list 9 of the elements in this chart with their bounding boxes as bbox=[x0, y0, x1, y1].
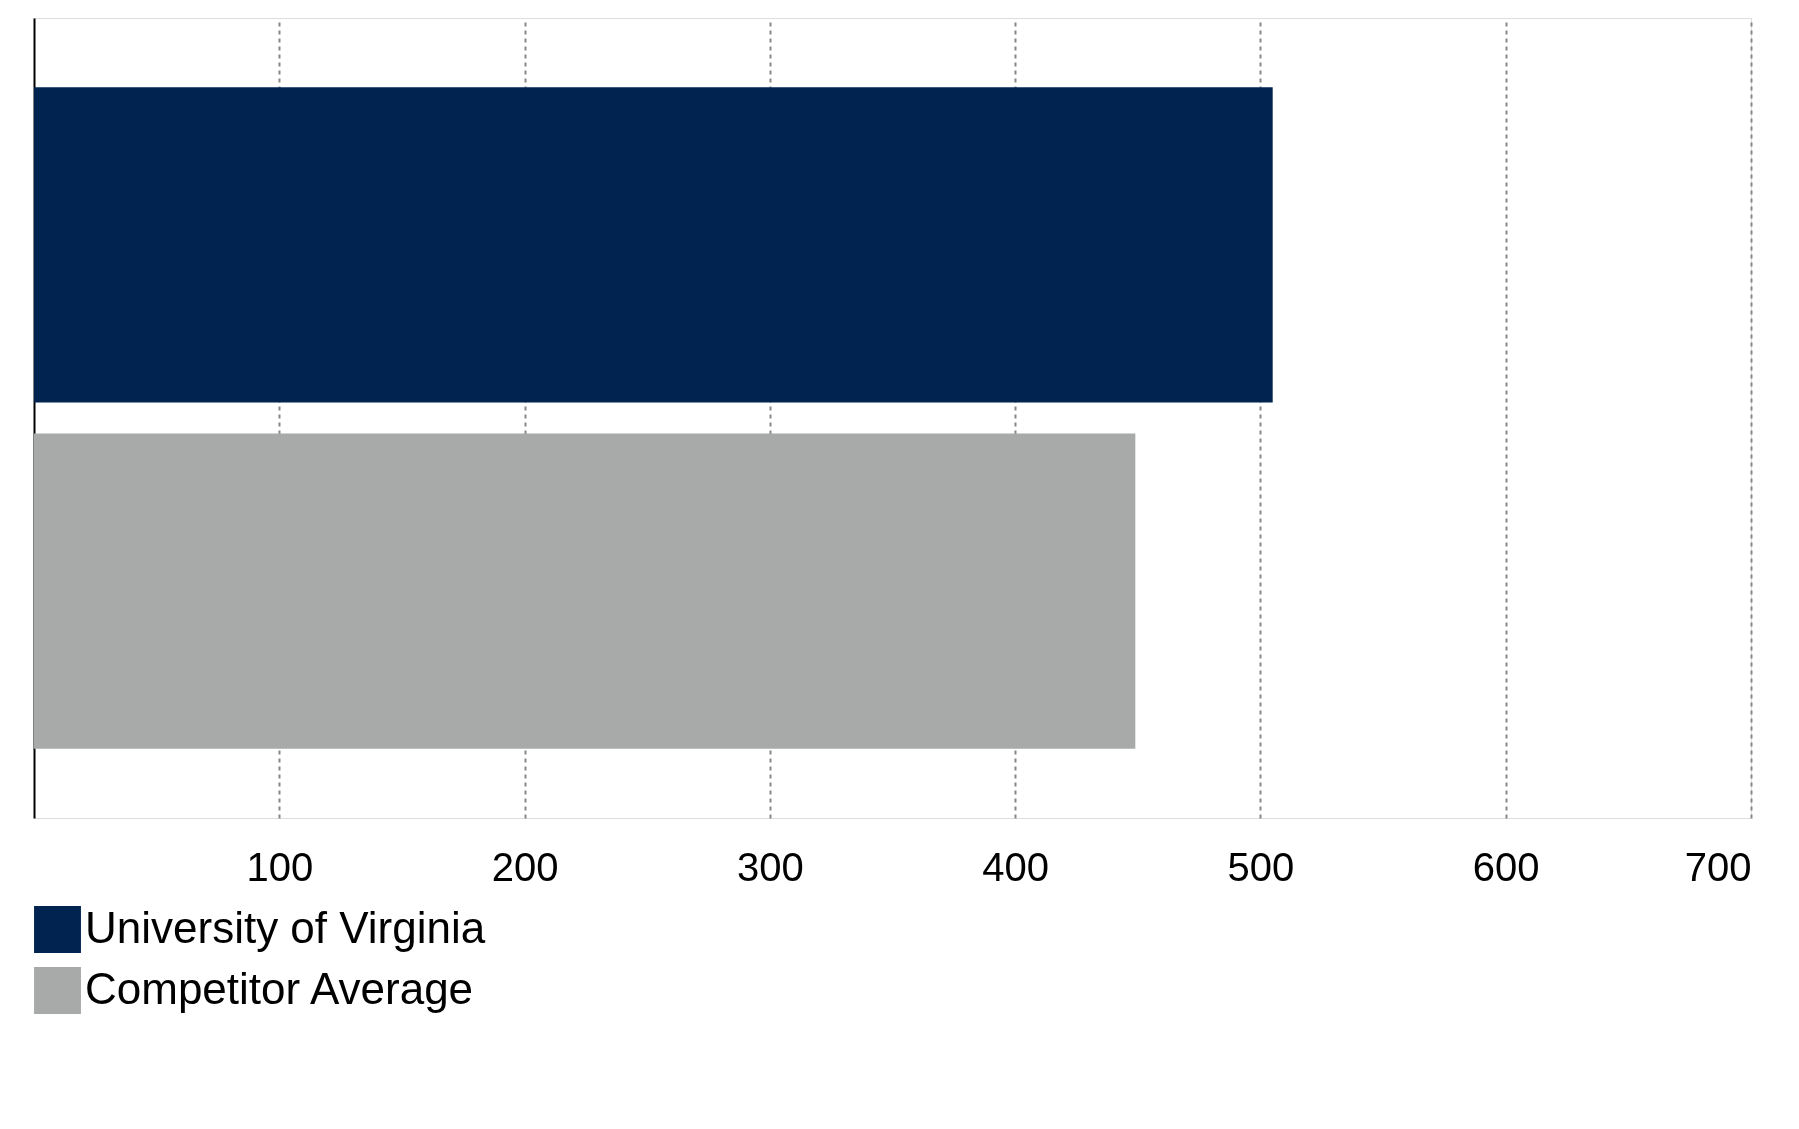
x-tick-label: 100 bbox=[246, 844, 314, 889]
x-tick-label: 300 bbox=[736, 844, 804, 889]
x-tick-label: 700 bbox=[1684, 844, 1752, 889]
x-tick-label: 200 bbox=[491, 844, 559, 889]
x-tick-label: 500 bbox=[1227, 844, 1295, 889]
legend-label: University of Virginia bbox=[85, 902, 486, 952]
legend-label: Competitor Average bbox=[85, 963, 474, 1013]
x-tick-label: 600 bbox=[1472, 844, 1540, 889]
x-tick-label: 400 bbox=[982, 844, 1050, 889]
